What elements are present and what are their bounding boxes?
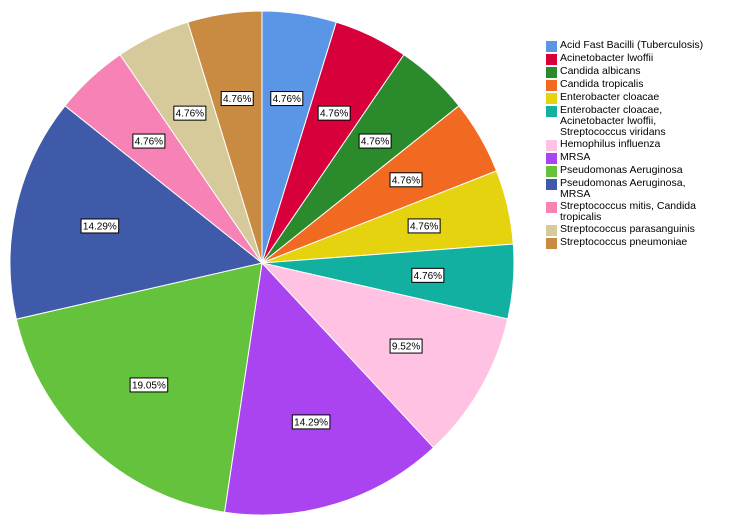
slice-percent-text: 19.05%: [132, 380, 166, 391]
slice-label-box: [132, 133, 166, 149]
legend-swatch: [546, 238, 557, 249]
slice-label-11: 4.76%: [132, 133, 166, 149]
legend-label: MRSA: [560, 151, 591, 163]
slice-label-box: [389, 172, 423, 188]
legend-item: Enterobacter cloacae, Acinetobacter lwof…: [546, 105, 746, 138]
pie-slice-8: [223, 261, 435, 516]
slice-label-9: 19.05%: [129, 377, 169, 393]
legend-swatch: [546, 67, 557, 78]
legend-item: Streptococcus mitis, Candida tropicalis: [546, 201, 746, 223]
legend-label: Streptococcus mitis, Candida tropicalis: [560, 200, 696, 223]
legend-swatch: [546, 54, 557, 65]
slice-label-13: 4.76%: [220, 91, 254, 107]
legend-label: Acid Fast Bacilli (Tuberculosis): [560, 39, 704, 51]
legend-swatch: [546, 41, 557, 52]
legend-label: Hemophilus influenza: [560, 138, 661, 150]
legend-label: Enterobacter cloacae: [560, 91, 660, 103]
slice-percent-text: 4.76%: [392, 175, 420, 186]
legend-label: Streptococcus parasanguinis: [560, 223, 695, 235]
slice-percent-text: 4.76%: [320, 109, 348, 120]
slice-percent-text: 9.52%: [392, 342, 420, 353]
legend-label: Streptococcus pneumoniae: [560, 236, 688, 248]
legend-label: Candida tropicalis: [560, 78, 644, 90]
legend-item: Streptococcus pneumoniae: [546, 237, 746, 249]
slice-label-box: [270, 91, 304, 107]
slice-label-box: [173, 105, 207, 121]
slice-percent-text: 4.76%: [273, 94, 301, 105]
legend-item: Acinetobacter lwoffii: [546, 53, 746, 65]
legend-label: Pseudomonas Aeruginosa: [560, 164, 683, 176]
slice-label-box: [317, 105, 351, 121]
legend-swatch: [546, 202, 557, 213]
slice-label-1: 4.76%: [270, 91, 304, 107]
slice-label-6: 4.76%: [411, 267, 445, 283]
legend-label: Acinetobacter lwoffii: [560, 52, 654, 64]
slice-label-box: [291, 414, 331, 430]
slice-percent-text: 4.76%: [176, 109, 204, 120]
slice-percent-text: 14.29%: [294, 417, 328, 428]
legend-item: Acid Fast Bacilli (Tuberculosis): [546, 40, 746, 52]
slice-label-10: 14.29%: [80, 218, 120, 234]
slice-percent-text: 4.76%: [135, 137, 163, 148]
slice-label-box: [389, 338, 423, 354]
legend-label: Pseudomonas Aeruginosa, MRSA: [560, 177, 686, 200]
legend-swatch: [546, 166, 557, 177]
pie-slice-13: [187, 10, 263, 264]
slice-percent-text: 4.76%: [223, 94, 251, 105]
legend-swatch: [546, 179, 557, 190]
slice-label-5: 4.76%: [407, 218, 441, 234]
slice-label-box: [411, 267, 445, 283]
legend-swatch: [546, 225, 557, 236]
legend-item: Pseudomonas Aeruginosa, MRSA: [546, 178, 746, 200]
slice-label-box: [80, 218, 120, 234]
slice-percent-text: 4.76%: [361, 137, 389, 148]
slice-label-4: 4.76%: [389, 172, 423, 188]
slice-label-12: 4.76%: [173, 105, 207, 121]
legend-label: Candida albicans: [560, 65, 641, 77]
legend: Acid Fast Bacilli (Tuberculosis) Acinetob…: [546, 40, 746, 250]
slice-percent-text: 4.76%: [410, 221, 438, 232]
slice-label-box: [358, 133, 392, 149]
legend-swatch: [546, 140, 557, 151]
slice-label-3: 4.76%: [358, 133, 392, 149]
legend-item: Pseudomonas Aeruginosa: [546, 165, 746, 177]
legend-swatch: [546, 93, 557, 104]
legend-item: Hemophilus influenza: [546, 139, 746, 151]
pie-slice-7: [260, 262, 509, 449]
slice-label-8: 14.29%: [291, 414, 331, 430]
slice-percent-text: 4.76%: [414, 271, 442, 282]
slice-label-7: 9.52%: [389, 338, 423, 354]
legend-item: Streptococcus parasanguinis: [546, 224, 746, 236]
legend-item: Enterobacter cloacae: [546, 92, 746, 104]
legend-item: Candida albicans: [546, 66, 746, 78]
slice-label-box: [407, 218, 441, 234]
legend-label: Enterobacter cloacae, Acinetobacter lwof…: [560, 104, 666, 138]
legend-swatch: [546, 106, 557, 117]
pie-slice-10: [9, 105, 264, 320]
slice-label-2: 4.76%: [317, 105, 351, 121]
slice-label-box: [220, 91, 254, 107]
legend-item: MRSA: [546, 152, 746, 164]
slice-percent-text: 14.29%: [83, 221, 117, 232]
legend-swatch: [546, 153, 557, 164]
slice-label-box: [129, 377, 169, 393]
pie-chart: 4.76% 4.76% 4.76% 4.76% 4.76% 4.76% 9.52% 14.29…: [9, 10, 515, 516]
legend-swatch: [546, 80, 557, 91]
legend-item: Candida tropicalis: [546, 79, 746, 91]
